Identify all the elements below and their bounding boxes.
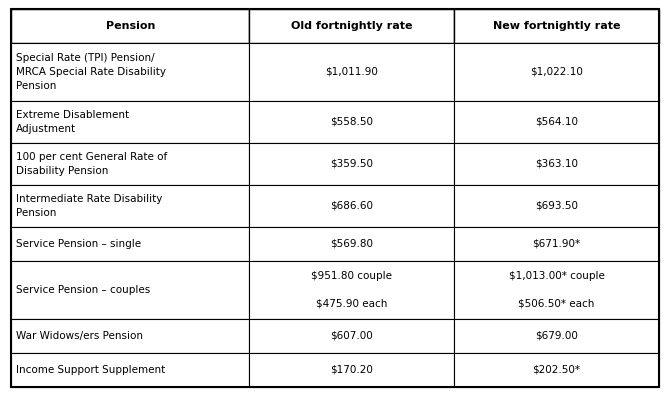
Text: $170.20: $170.20 <box>330 365 373 375</box>
Text: $671.90*: $671.90* <box>533 239 581 249</box>
Bar <box>11 101 249 143</box>
Bar <box>249 319 454 353</box>
Bar <box>454 261 659 319</box>
Text: $951.80 couple

$475.90 each: $951.80 couple $475.90 each <box>312 271 393 309</box>
Text: $693.50: $693.50 <box>535 201 578 211</box>
Text: $1,013.00* couple

$506.50* each: $1,013.00* couple $506.50* each <box>509 271 604 309</box>
Bar <box>11 143 249 185</box>
Bar <box>454 185 659 227</box>
Text: $202.50*: $202.50* <box>533 365 581 375</box>
Text: New fortnightly rate: New fortnightly rate <box>493 21 620 31</box>
Bar <box>454 227 659 261</box>
Bar <box>11 319 249 353</box>
Text: $607.00: $607.00 <box>330 331 373 341</box>
Text: $569.80: $569.80 <box>330 239 373 249</box>
Text: Special Rate (TPI) Pension/
MRCA Special Rate Disability
Pension: Special Rate (TPI) Pension/ MRCA Special… <box>16 53 166 91</box>
Bar <box>11 227 249 261</box>
Bar <box>249 261 454 319</box>
Bar <box>249 9 454 43</box>
Bar <box>249 143 454 185</box>
Text: Service Pension – couples: Service Pension – couples <box>16 285 150 295</box>
Text: $679.00: $679.00 <box>535 331 578 341</box>
Text: $363.10: $363.10 <box>535 159 578 169</box>
Text: Income Support Supplement: Income Support Supplement <box>16 365 165 375</box>
Bar <box>11 9 249 43</box>
Bar <box>249 43 454 101</box>
Text: Pension: Pension <box>106 21 155 31</box>
Text: $558.50: $558.50 <box>330 117 373 127</box>
Text: Service Pension – single: Service Pension – single <box>16 239 141 249</box>
Bar <box>249 227 454 261</box>
Text: $564.10: $564.10 <box>535 117 578 127</box>
Bar <box>249 101 454 143</box>
Bar <box>454 101 659 143</box>
Text: $1,011.90: $1,011.90 <box>326 67 379 77</box>
Text: 100 per cent General Rate of
Disability Pension: 100 per cent General Rate of Disability … <box>16 152 168 176</box>
Text: Intermediate Rate Disability
Pension: Intermediate Rate Disability Pension <box>16 194 162 218</box>
Bar <box>249 353 454 387</box>
Bar <box>454 143 659 185</box>
Text: Extreme Disablement
Adjustment: Extreme Disablement Adjustment <box>16 110 129 134</box>
Bar <box>11 43 249 101</box>
Bar <box>11 353 249 387</box>
Text: War Widows/ers Pension: War Widows/ers Pension <box>16 331 143 341</box>
Bar <box>11 185 249 227</box>
Bar <box>454 319 659 353</box>
Bar <box>454 43 659 101</box>
Bar <box>454 9 659 43</box>
Text: $359.50: $359.50 <box>330 159 373 169</box>
Text: $686.60: $686.60 <box>330 201 373 211</box>
Text: Old fortnightly rate: Old fortnightly rate <box>291 21 413 31</box>
Text: $1,022.10: $1,022.10 <box>530 67 583 77</box>
Bar <box>249 185 454 227</box>
Bar <box>11 261 249 319</box>
Bar <box>454 353 659 387</box>
